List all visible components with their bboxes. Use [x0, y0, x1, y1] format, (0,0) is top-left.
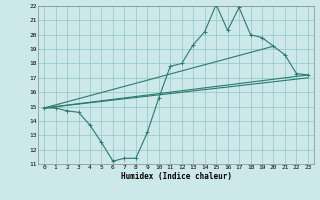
- X-axis label: Humidex (Indice chaleur): Humidex (Indice chaleur): [121, 172, 231, 181]
